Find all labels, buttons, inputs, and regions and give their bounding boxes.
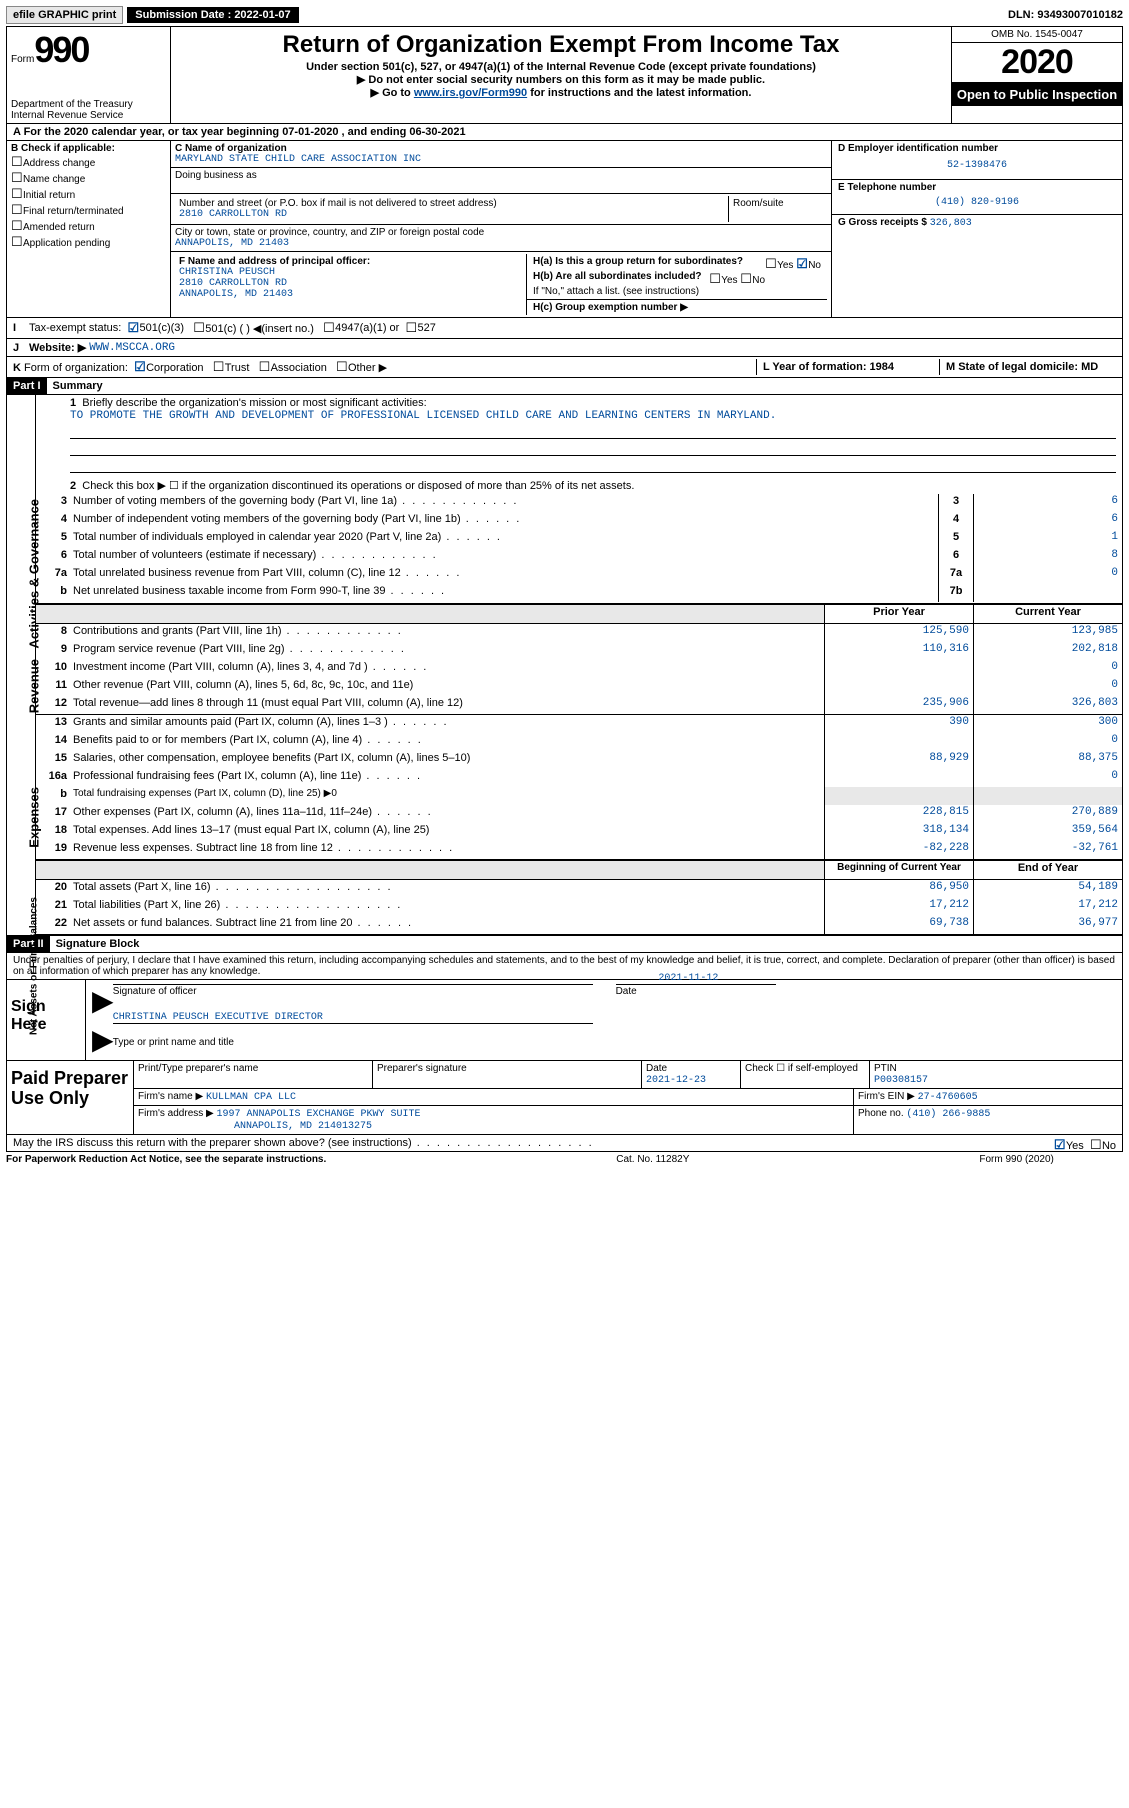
box-f-officer: F Name and address of principal officer:…	[175, 254, 527, 315]
sign-here-block: Sign Here ▶ Signature of officer Date 20…	[7, 979, 1122, 1061]
box-h-note: If "No," attach a list. (see instruction…	[527, 284, 827, 299]
side-expenses: Expenses	[27, 787, 42, 848]
part-i-title: Summary	[47, 378, 109, 394]
form-number: Form990	[11, 29, 166, 71]
discuss-row: May the IRS discuss this return with the…	[7, 1135, 1122, 1151]
line-16a: 16aProfessional fundraising fees (Part I…	[36, 769, 1122, 787]
line-3: 3Number of voting members of the governi…	[36, 494, 1122, 512]
line-5: 5Total number of individuals employed in…	[36, 530, 1122, 548]
line-11: 11Other revenue (Part VIII, column (A), …	[36, 678, 1122, 696]
efile-label: efile GRAPHIC print	[6, 6, 123, 24]
line-22: 22Net assets or fund balances. Subtract …	[36, 916, 1122, 934]
line-4: 4Number of independent voting members of…	[36, 512, 1122, 530]
line-21: 21Total liabilities (Part X, line 26) 17…	[36, 898, 1122, 916]
box-c-dba: Doing business as	[171, 168, 831, 194]
footer: For Paperwork Reduction Act Notice, see …	[6, 1152, 1054, 1167]
box-c-name: C Name of organization MARYLAND STATE CH…	[171, 141, 831, 168]
line-17: 17Other expenses (Part IX, column (A), l…	[36, 805, 1122, 823]
tax-year: 2020	[952, 43, 1122, 83]
line-9: 9Program service revenue (Part VIII, lin…	[36, 642, 1122, 660]
box-c-address: Number and street (or P.O. box if mail i…	[171, 194, 831, 225]
part-ii-title: Signature Block	[50, 936, 146, 952]
line-15: 15Salaries, other compensation, employee…	[36, 751, 1122, 769]
instructions-link-row: ▶ Go to www.irs.gov/Form990 for instruct…	[177, 86, 945, 99]
line-7b: bNet unrelated business taxable income f…	[36, 584, 1122, 602]
box-b: B Check if applicable: ☐Address change ☐…	[7, 141, 171, 317]
row-i-tax-exempt: I Tax-exempt status: ☑501(c)(3) ☐501(c) …	[7, 318, 1122, 339]
box-d-ein: D Employer identification number 52-1398…	[832, 141, 1122, 180]
omb-number: OMB No. 1545-0047	[952, 27, 1122, 43]
line-10: 10Investment income (Part VIII, column (…	[36, 660, 1122, 678]
dln: DLN: 93493007010182	[1008, 9, 1123, 21]
box-h-a: H(a) Is this a group return for subordin…	[527, 254, 827, 269]
line-20: 20Total assets (Part X, line 16) 86,9505…	[36, 880, 1122, 898]
hdr-begin-end: Beginning of Current YearEnd of Year	[36, 860, 1122, 880]
form-subtitle: Under section 501(c), 527, or 4947(a)(1)…	[177, 61, 945, 73]
row-a-tax-year: A For the 2020 calendar year, or tax yea…	[7, 124, 1122, 141]
row-k-form-org: K Form of organization: ☑Corporation ☐Tr…	[7, 357, 1122, 378]
line-6: 6Total number of volunteers (estimate if…	[36, 548, 1122, 566]
open-public-inspection: Open to Public Inspection	[952, 83, 1122, 106]
ssn-note: ▶ Do not enter social security numbers o…	[177, 73, 945, 86]
line-12: 12Total revenue—add lines 8 through 11 (…	[36, 696, 1122, 714]
form-title: Return of Organization Exempt From Incom…	[177, 31, 945, 59]
line-13: 13Grants and similar amounts paid (Part …	[36, 715, 1122, 733]
line-1: 1 Briefly describe the organization's mi…	[36, 395, 1122, 477]
box-h-c: H(c) Group exemption number ▶	[527, 299, 827, 315]
line-8: 8Contributions and grants (Part VIII, li…	[36, 624, 1122, 642]
submission-date: Submission Date : 2022-01-07	[127, 7, 298, 23]
line-19: 19Revenue less expenses. Subtract line 1…	[36, 841, 1122, 859]
paid-preparer-block: Paid Preparer Use Only Print/Type prepar…	[7, 1061, 1122, 1135]
side-revenue: Revenue	[27, 659, 42, 713]
row-j-website: J Website: ▶ WWW.MSCCA.ORG	[7, 339, 1122, 357]
side-net-assets: Net Assets or Fund Balances	[29, 897, 40, 1035]
dept-treasury: Department of the Treasury Internal Reve…	[11, 99, 166, 121]
part-i-tag: Part I	[7, 378, 47, 394]
box-e-phone: E Telephone number (410) 820-9196	[832, 180, 1122, 215]
box-g-receipts: G Gross receipts $ 326,803	[832, 215, 1122, 231]
hdr-prior-current: Prior YearCurrent Year	[36, 604, 1122, 624]
line-7a: 7aTotal unrelated business revenue from …	[36, 566, 1122, 584]
box-c-city: City or town, state or province, country…	[171, 225, 831, 252]
irs-link[interactable]: www.irs.gov/Form990	[414, 87, 527, 99]
perjury-declaration: Under penalties of perjury, I declare th…	[7, 953, 1122, 979]
line-14: 14Benefits paid to or for members (Part …	[36, 733, 1122, 751]
line-16b: bTotal fundraising expenses (Part IX, co…	[36, 787, 1122, 805]
line-18: 18Total expenses. Add lines 13–17 (must …	[36, 823, 1122, 841]
line-2: 2 Check this box ▶ ☐ if the organization…	[36, 477, 1122, 494]
